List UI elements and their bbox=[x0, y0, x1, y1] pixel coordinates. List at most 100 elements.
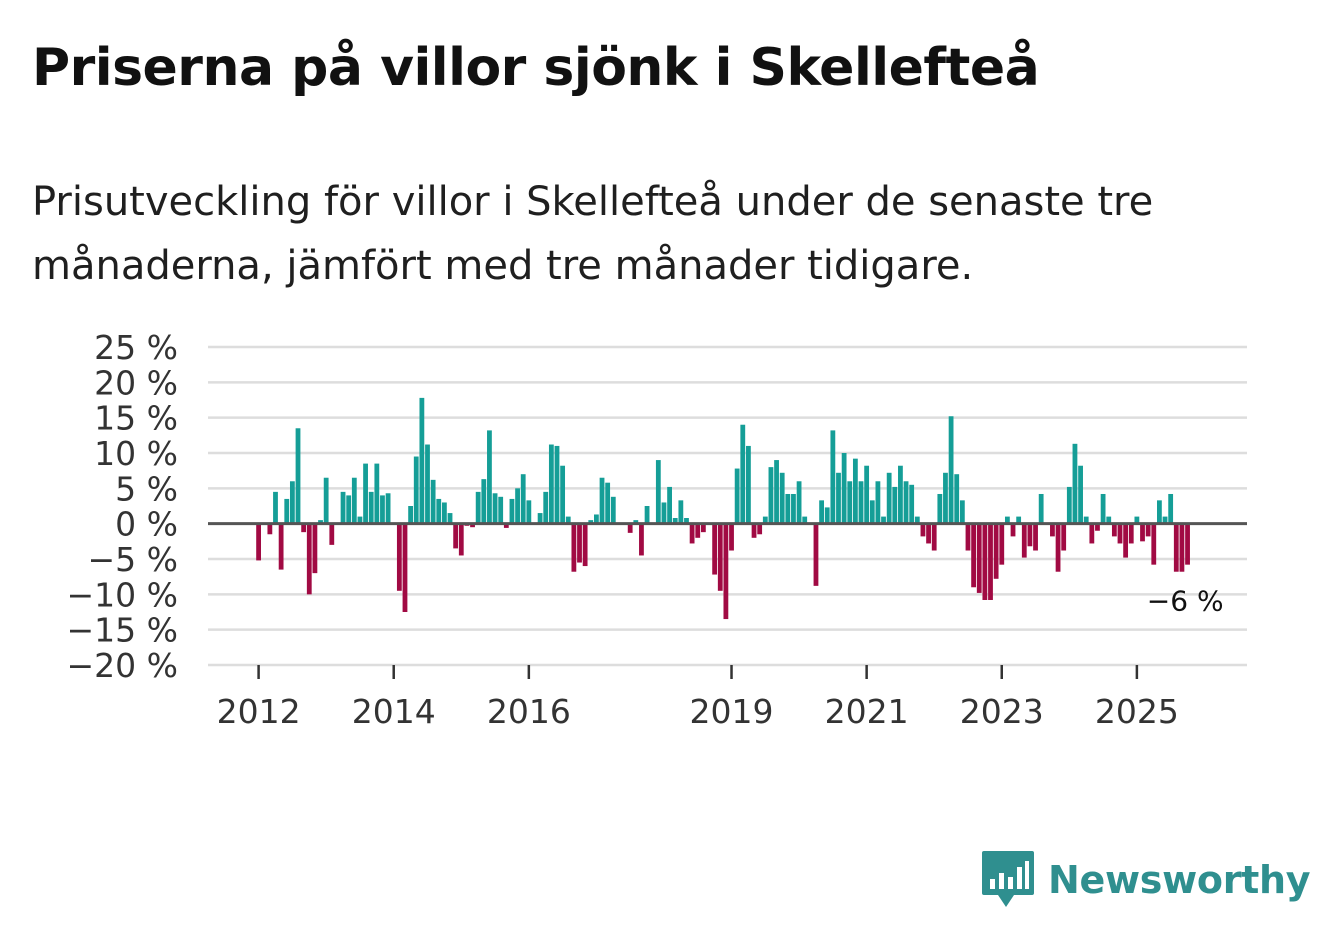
bar bbox=[256, 523, 261, 561]
bar bbox=[734, 468, 740, 524]
bar bbox=[779, 472, 785, 524]
bar bbox=[712, 523, 718, 575]
bar bbox=[396, 523, 402, 591]
axes bbox=[208, 522, 1247, 679]
bar bbox=[1050, 523, 1055, 537]
bar bbox=[402, 523, 408, 612]
bar bbox=[785, 493, 791, 524]
x-tick-label: 2019 bbox=[690, 692, 774, 731]
labels: 25 %20 %15 %10 %5 %0 %−5 %−10 %−15 %−20 … bbox=[67, 328, 1224, 731]
y-tick-label: 25 % bbox=[94, 328, 178, 367]
y-tick-label: 10 % bbox=[94, 434, 178, 473]
bar bbox=[1185, 523, 1190, 565]
bar bbox=[903, 481, 909, 524]
x-tick-label: 2014 bbox=[352, 692, 436, 731]
bar bbox=[278, 523, 284, 570]
bar bbox=[1016, 516, 1022, 524]
bar bbox=[824, 507, 830, 524]
bar bbox=[425, 444, 430, 524]
bar bbox=[914, 516, 920, 524]
bar bbox=[976, 523, 982, 593]
bar bbox=[993, 523, 999, 579]
x-tick-label: 2021 bbox=[825, 692, 909, 731]
bar bbox=[284, 498, 290, 524]
bar bbox=[1004, 516, 1010, 524]
bar bbox=[841, 453, 847, 524]
bar bbox=[909, 484, 915, 524]
bar bbox=[1078, 465, 1083, 524]
brand-name: Newsworthy bbox=[1048, 858, 1311, 902]
bar bbox=[605, 482, 611, 524]
bar bbox=[965, 523, 971, 551]
bar bbox=[509, 498, 515, 524]
bar bbox=[751, 523, 757, 538]
bar bbox=[678, 500, 684, 524]
bar bbox=[864, 465, 870, 524]
chart-subtitle: Prisutveckling för villor i Skellefteå u… bbox=[32, 179, 1154, 289]
bar bbox=[1072, 443, 1078, 524]
bar bbox=[537, 513, 543, 524]
bar bbox=[954, 474, 960, 524]
bar bbox=[757, 523, 763, 535]
bar bbox=[774, 460, 779, 524]
bar bbox=[661, 502, 667, 524]
bar bbox=[346, 495, 352, 524]
y-tick-label: −5 % bbox=[88, 540, 179, 579]
bar bbox=[571, 523, 577, 572]
bar bbox=[768, 467, 774, 524]
bar bbox=[1089, 523, 1095, 544]
bar bbox=[329, 523, 335, 545]
bar bbox=[847, 481, 853, 524]
bar bbox=[1055, 523, 1061, 572]
bar bbox=[475, 491, 481, 524]
bar bbox=[351, 477, 357, 524]
bar bbox=[723, 523, 729, 620]
bar bbox=[1027, 523, 1033, 547]
bar bbox=[380, 495, 385, 524]
bar bbox=[1010, 523, 1016, 537]
bar bbox=[881, 516, 886, 524]
bar bbox=[312, 523, 318, 574]
bar bbox=[447, 513, 453, 524]
bar bbox=[554, 445, 560, 524]
bar bbox=[1140, 523, 1145, 542]
x-tick-label: 2025 bbox=[1095, 692, 1179, 731]
bar bbox=[498, 496, 504, 524]
bar bbox=[1061, 523, 1067, 551]
bar bbox=[301, 523, 307, 533]
bar bbox=[470, 523, 475, 528]
bar bbox=[740, 424, 746, 524]
bar bbox=[762, 516, 768, 524]
x-tick-label: 2023 bbox=[960, 692, 1044, 731]
bar bbox=[453, 523, 459, 549]
bar bbox=[813, 523, 819, 586]
bar bbox=[920, 523, 926, 537]
bar bbox=[1038, 493, 1044, 524]
bar bbox=[340, 491, 346, 524]
bar bbox=[639, 523, 644, 556]
bar bbox=[819, 500, 824, 524]
bar bbox=[931, 523, 937, 551]
x-tick-label: 2016 bbox=[487, 692, 571, 731]
bar bbox=[796, 481, 802, 524]
bar bbox=[869, 500, 875, 524]
bar bbox=[1145, 523, 1151, 537]
bar bbox=[503, 523, 509, 528]
bar bbox=[627, 523, 633, 533]
bar bbox=[971, 523, 977, 588]
bar bbox=[717, 523, 723, 591]
bar bbox=[289, 481, 295, 524]
bar bbox=[1123, 523, 1129, 558]
bar bbox=[374, 463, 380, 524]
y-tick-label: −10 % bbox=[67, 575, 179, 614]
bar bbox=[599, 477, 605, 524]
bar bbox=[273, 491, 278, 524]
bar-chart: 25 %20 %15 %10 %5 %0 %−5 %−10 %−15 %−20 … bbox=[67, 328, 1247, 731]
bar bbox=[565, 516, 571, 524]
bar bbox=[982, 523, 988, 600]
bar bbox=[1134, 516, 1140, 524]
bar bbox=[577, 523, 582, 563]
bar bbox=[582, 523, 588, 567]
bar bbox=[667, 486, 672, 524]
bar bbox=[419, 397, 425, 524]
